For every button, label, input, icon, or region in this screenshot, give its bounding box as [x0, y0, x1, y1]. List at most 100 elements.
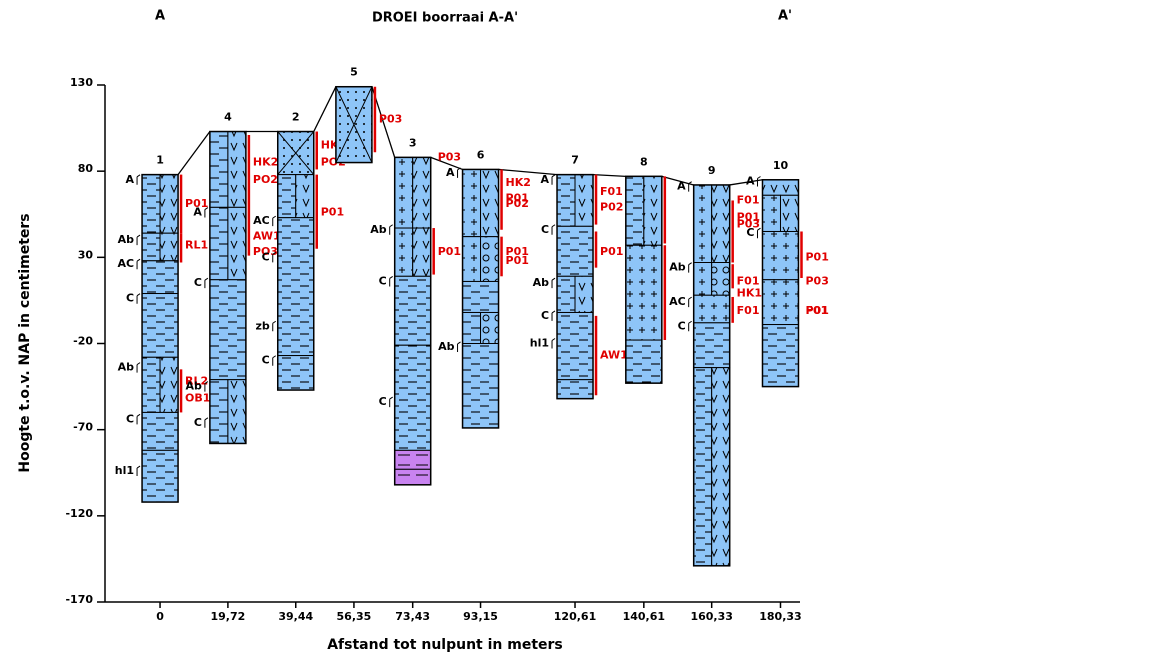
y-tick-label: -170 [65, 593, 93, 606]
x-tick-label: 0 [156, 610, 164, 623]
layer [626, 176, 644, 245]
layer [296, 175, 314, 218]
layer-code: Ab [118, 233, 135, 246]
label-flag [689, 321, 692, 331]
layer [142, 175, 160, 234]
label-flag [552, 175, 555, 185]
label-flag [390, 397, 393, 407]
layer [694, 295, 730, 323]
label-flag [205, 278, 208, 288]
borehole-name: 4 [224, 111, 232, 124]
sample-code: P02 [506, 197, 529, 210]
label-flag [689, 182, 692, 192]
layer [694, 368, 712, 566]
layer [278, 356, 314, 390]
layer [780, 195, 798, 231]
layer [228, 207, 246, 279]
layer [481, 312, 499, 343]
layer [762, 280, 798, 325]
x-tick-label: 93,15 [463, 610, 498, 623]
layer-code: Ab [533, 276, 550, 289]
label-flag [137, 259, 140, 269]
x-tick-label: 160,33 [690, 610, 732, 623]
sample-code: F01 [737, 304, 760, 317]
borehole-name: 8 [640, 155, 648, 168]
layer-code: A [541, 173, 550, 186]
surface-line [314, 87, 336, 132]
layer [463, 344, 499, 428]
layer [395, 276, 431, 345]
layer-code: A [677, 180, 686, 193]
layer-code: Ab [118, 361, 135, 374]
sample-code: RL1 [185, 238, 208, 251]
chart-title: DROEI boorraai A-A' [372, 11, 518, 26]
sample-code: P03 [805, 274, 828, 287]
layer-code: Ab [669, 261, 686, 274]
layer-code: AC [117, 257, 134, 270]
layer [481, 237, 499, 282]
layer-code: C [126, 412, 134, 425]
layer-code: hl1 [115, 464, 134, 477]
layer [481, 169, 499, 236]
layer-code: C [746, 226, 754, 239]
borehole-name: 1 [156, 154, 164, 167]
x-tick-label: 73,43 [395, 610, 430, 623]
layer-code: C [541, 223, 549, 236]
label-flag [137, 414, 140, 424]
label-flag [757, 177, 760, 187]
layer [712, 368, 730, 566]
layer [278, 218, 314, 356]
x-tick-label: 39,44 [278, 610, 313, 623]
layer [228, 380, 246, 444]
layer [762, 231, 798, 279]
layer-code: C [379, 274, 387, 287]
label-flag [552, 278, 555, 288]
borehole-name: 3 [409, 136, 417, 149]
borehole: 8 [626, 155, 665, 383]
x-axis-title: Afstand tot nulpunt in meters [327, 637, 563, 653]
label-flag [458, 168, 461, 178]
layer-code: C [379, 395, 387, 408]
layer [762, 180, 798, 196]
label-flag [273, 321, 276, 331]
layer [712, 263, 730, 296]
layer [575, 175, 593, 227]
borehole-name: 6 [477, 148, 485, 161]
surface-line [593, 175, 626, 177]
borehole-name: 9 [708, 164, 716, 177]
borehole-name: 7 [571, 154, 579, 167]
borehole-name: 2 [292, 111, 300, 124]
layer [228, 132, 246, 208]
sample-code: P01 [600, 245, 623, 258]
layer [762, 325, 798, 387]
label-flag [689, 263, 692, 273]
chart: DROEI boorraai A-A' A A' Afstand tot nul… [0, 0, 1155, 658]
x-tick-label: 180,33 [759, 610, 801, 623]
layer [142, 233, 160, 261]
layer-code: A [446, 166, 455, 179]
sample-code: P01 [438, 245, 461, 258]
x-tick-label: 19,72 [210, 610, 245, 623]
label-flag [137, 363, 140, 373]
label-flag [552, 225, 555, 235]
layer-code: Ab [370, 223, 387, 236]
layer [142, 412, 178, 450]
borehole: 9AAbACCF01P01P03F01HK1F01 [669, 164, 762, 566]
layer [142, 357, 160, 412]
layer [712, 185, 730, 263]
corner-label: A' [778, 9, 792, 24]
layer [557, 226, 593, 276]
layer [160, 233, 178, 261]
sample-code: AW1 [253, 230, 281, 243]
borehole: 2ACCzbCHK2PO2P01 [253, 111, 346, 391]
x-tick-label: 140,61 [623, 610, 665, 623]
layer [142, 294, 178, 358]
sample-code: HK2 [506, 176, 531, 189]
layer-code: C [678, 319, 686, 332]
layer [142, 261, 178, 294]
label-flag [205, 418, 208, 428]
layer-code: zb [255, 319, 269, 332]
layer [395, 228, 413, 276]
borehole: 3AbCCP03P01 [370, 136, 461, 484]
layer-code: AC [253, 214, 270, 227]
